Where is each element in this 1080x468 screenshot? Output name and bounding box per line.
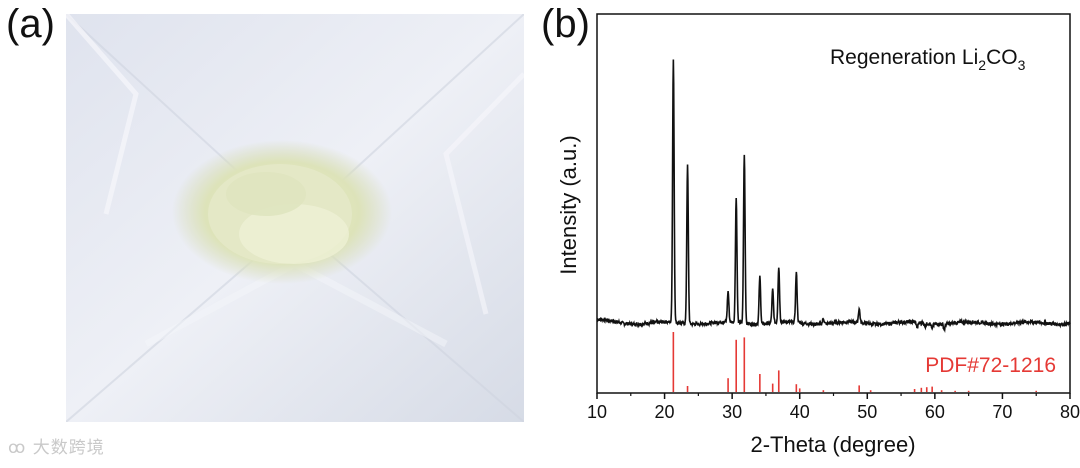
x-axis-ticks: 10 20 30 40 50 60 70 80 xyxy=(587,393,1080,422)
x-tick-label-30: 30 xyxy=(722,402,742,422)
measured-pattern-line xyxy=(596,59,1071,333)
powder-photo xyxy=(66,14,524,422)
x-tick-label-60: 60 xyxy=(925,402,945,422)
sample-annotation: Regeneration Li2CO3 xyxy=(830,46,1026,73)
x-tick-label-40: 40 xyxy=(790,402,810,422)
sample-annotation-sub1: 2 xyxy=(978,57,986,73)
x-tick-label-70: 70 xyxy=(992,402,1012,422)
x-axis-label: 2-Theta (degree) xyxy=(750,432,915,457)
watermark-logo-icon: ꝏ xyxy=(8,438,33,458)
x-tick-label-10: 10 xyxy=(587,402,607,422)
sample-annotation-part1: Regeneration Li xyxy=(830,46,978,69)
plot-frame xyxy=(596,13,1071,394)
watermark: ꝏ 大数跨境 xyxy=(8,438,105,458)
reference-sticks xyxy=(672,332,1038,392)
sample-annotation-sub2: 3 xyxy=(1018,57,1026,73)
x-tick-label-80: 80 xyxy=(1060,402,1080,422)
y-axis-label: Intensity (a.u.) xyxy=(556,135,581,274)
panel-b-label: (b) xyxy=(541,2,590,46)
sample-annotation-part2: CO xyxy=(986,46,1018,69)
x-tick-label-20: 20 xyxy=(655,402,675,422)
reference-annotation: PDF#72-1216 xyxy=(925,354,1056,377)
panel-a-label: (a) xyxy=(6,2,55,46)
x-tick-label-50: 50 xyxy=(857,402,877,422)
